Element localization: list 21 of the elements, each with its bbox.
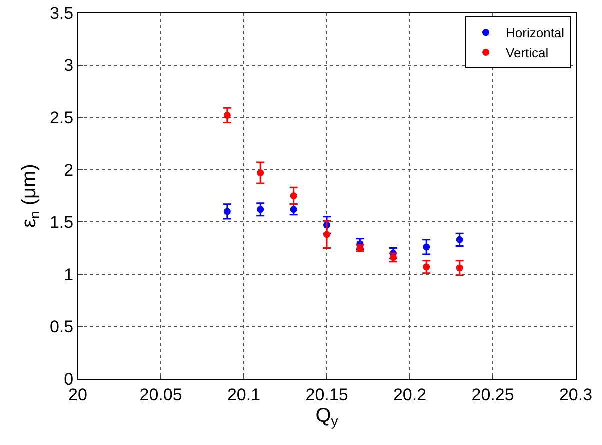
x-axis-title: Q$_{y}$ (316, 404, 338, 430)
point (224, 112, 231, 119)
point (257, 169, 264, 176)
y-tick-label: 2 (64, 160, 74, 180)
point (290, 192, 298, 200)
y-tick-label: 3 (64, 56, 74, 76)
y-tick-label: 1.5 (50, 213, 74, 232)
point (324, 231, 330, 238)
y-tick-label: 3.5 (50, 4, 74, 23)
y-tick-label: 1 (64, 265, 74, 284)
legend-label: Vertical (506, 46, 549, 61)
legend-label: Horizontal (506, 26, 565, 41)
x-tick-label: 20.15 (306, 385, 348, 404)
x-tick-label: 20.1 (227, 385, 261, 404)
y-tick-label: 0.5 (50, 318, 74, 337)
x-tick-label: 20.05 (140, 385, 182, 404)
y-tick-label: 2.5 (50, 108, 74, 128)
x-tick-label: 20.2 (393, 385, 427, 404)
x-tick-label: 20.25 (472, 385, 514, 404)
x-tick-label: 20.3 (559, 385, 593, 404)
point (456, 264, 464, 272)
